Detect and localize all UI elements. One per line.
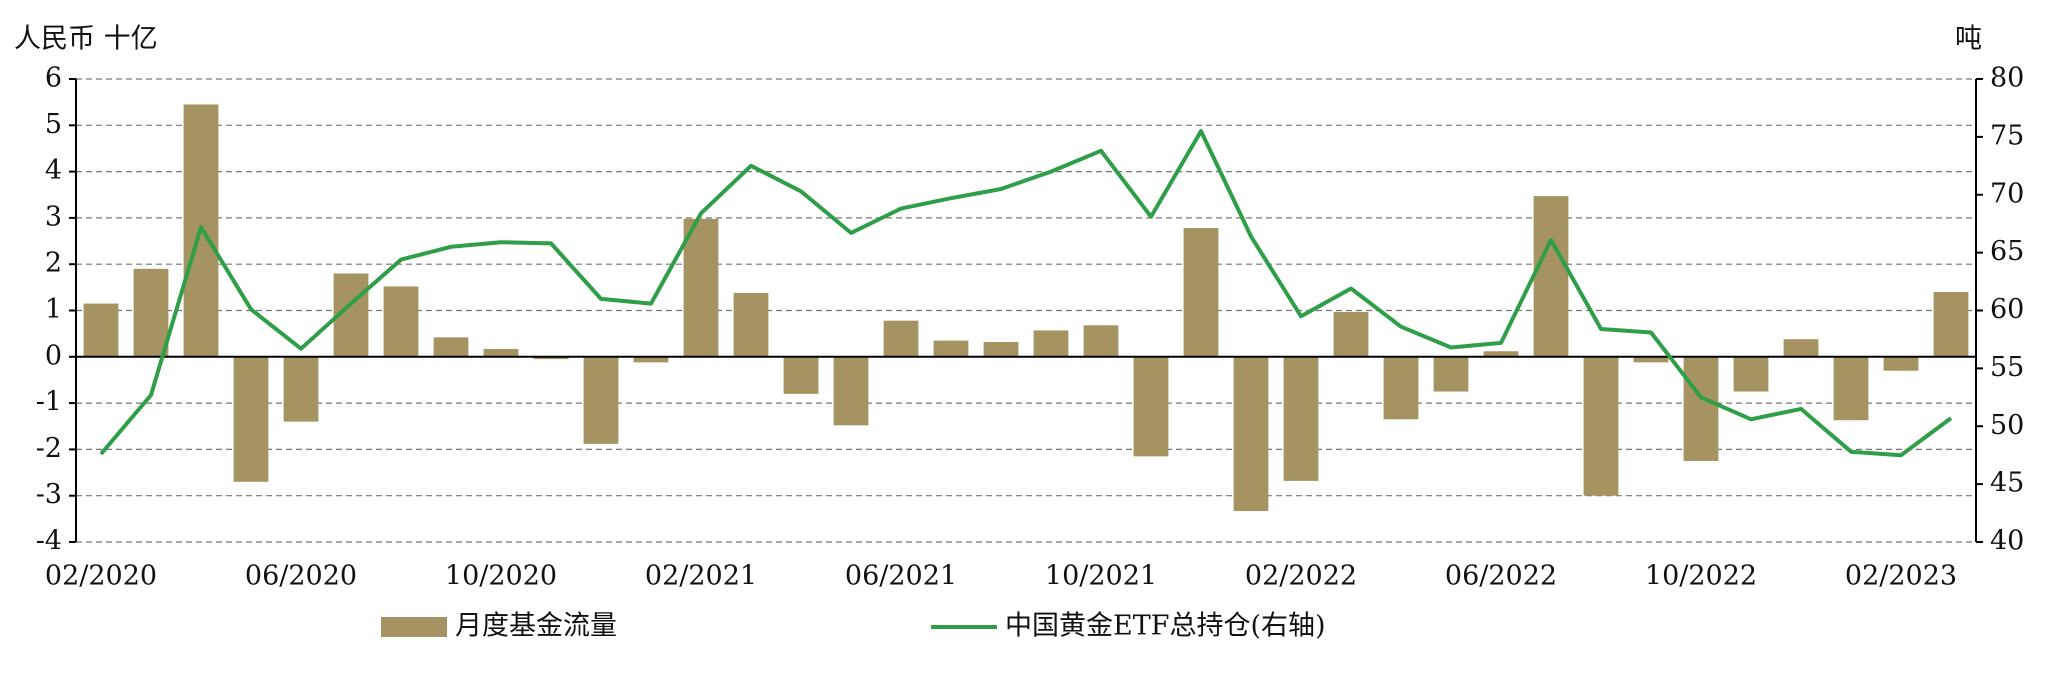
y-tick-label: 0 [45, 340, 62, 371]
bar [1583, 356, 1619, 496]
x-tick-label: 10/2020 [445, 561, 557, 592]
bar [1633, 356, 1669, 363]
x-tick-label: 06/2022 [1445, 561, 1557, 592]
y2-tick-label: 70 [1990, 178, 2024, 209]
bar [1083, 325, 1119, 357]
bar [383, 286, 419, 357]
y-tick-label: 4 [45, 155, 62, 186]
bar [583, 356, 619, 444]
bar [983, 341, 1019, 357]
bar [1233, 356, 1269, 511]
y-tick-label: 2 [45, 248, 62, 279]
x-tick-label: 06/2020 [245, 561, 357, 592]
legend-label: 中国黄金ETF总持仓(右轴) [1005, 611, 1326, 642]
x-tick-label: 06/2021 [845, 561, 957, 592]
y2-tick-label: 65 [1990, 236, 2024, 267]
bar [433, 337, 469, 357]
y-tick-label: -4 [36, 526, 62, 557]
bar [283, 356, 319, 422]
y-tick-label: -2 [36, 433, 62, 464]
x-tick-label: 02/2023 [1845, 561, 1957, 592]
bar [1783, 339, 1819, 357]
bar [533, 356, 569, 360]
legend-label: 月度基金流量 [455, 611, 617, 642]
bar [1383, 356, 1419, 420]
bar [83, 303, 119, 357]
x-tick-label: 10/2021 [1045, 561, 1157, 592]
y2-tick-label: 60 [1990, 294, 2024, 325]
y-tick-label: 1 [45, 294, 62, 325]
bar [1283, 356, 1319, 481]
bar [1033, 330, 1069, 357]
bar [1483, 351, 1519, 357]
bar [1333, 311, 1369, 357]
y-tick-label: -1 [36, 387, 62, 418]
bar [1183, 228, 1219, 357]
bar [233, 356, 269, 482]
y-tick-label: -3 [36, 479, 62, 510]
bar [933, 340, 969, 357]
bar [633, 356, 669, 363]
y2-tick-label: 75 [1990, 120, 2024, 151]
bar [1683, 356, 1719, 461]
y2-tick-label: 50 [1990, 410, 2024, 441]
y2-tick-label: 40 [1990, 526, 2024, 557]
y-axis-title: 人民币 十亿 [14, 24, 158, 55]
y2-tick-label: 45 [1990, 468, 2024, 499]
bar [833, 356, 869, 426]
bar [683, 218, 719, 357]
bar [733, 292, 769, 357]
bar [1883, 356, 1919, 371]
y-tick-label: 3 [45, 201, 62, 232]
bar [1533, 196, 1569, 357]
bar [1133, 356, 1169, 457]
y2-axis-title: 吨 [1955, 24, 1982, 55]
bar [1733, 356, 1769, 392]
x-tick-label: 02/2022 [1245, 561, 1357, 592]
bar [1833, 356, 1869, 421]
bar [883, 320, 919, 357]
y-tick-label: 5 [45, 109, 62, 140]
bar [1933, 291, 1969, 357]
x-tick-label: 02/2020 [45, 561, 157, 592]
bar [1433, 356, 1469, 392]
x-tick-label: 10/2022 [1645, 561, 1757, 592]
y2-tick-label: 55 [1990, 352, 2024, 383]
y-tick-label: 6 [45, 63, 62, 94]
y2-tick-label: 80 [1990, 63, 2024, 94]
line [99, 129, 1953, 458]
x-tick-label: 02/2021 [645, 561, 757, 592]
bar [133, 268, 169, 357]
bar [783, 356, 819, 394]
bar [483, 348, 519, 357]
legend-swatch [381, 617, 447, 637]
